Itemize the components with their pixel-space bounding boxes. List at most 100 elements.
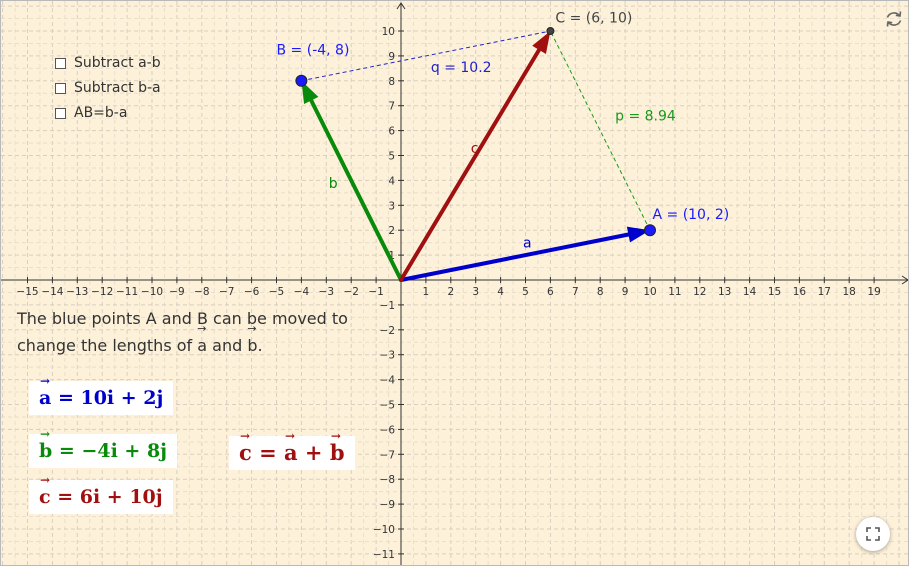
x-tick-label: −12 xyxy=(91,286,113,298)
x-tick-label: −10 xyxy=(141,286,163,298)
equation-a-rhs: = 10i + 2j xyxy=(57,387,164,409)
vector-b-symbol: → b xyxy=(247,322,258,355)
checkbox-ab-equals-b-minus-a[interactable]: AB=b-a xyxy=(55,105,127,121)
y-tick-label: 2 xyxy=(388,225,395,237)
x-tick-label: −8 xyxy=(194,286,209,298)
x-tick-label: 9 xyxy=(622,286,629,298)
x-tick-label: 6 xyxy=(547,286,554,298)
vector-b-label: b xyxy=(329,176,338,192)
segment-p-label: p = 8.94 xyxy=(615,109,676,125)
checkbox-subtract-a-b[interactable]: Subtract a-b xyxy=(55,55,161,71)
y-tick-label: 4 xyxy=(388,175,395,187)
y-tick-label: 6 xyxy=(388,126,395,138)
y-tick-label: −11 xyxy=(373,549,395,561)
equation-a: → a = 10i + 2j xyxy=(29,375,174,415)
x-tick-label: 14 xyxy=(743,286,757,298)
y-tick-label: −4 xyxy=(380,375,396,387)
x-tick-label: −4 xyxy=(294,286,310,298)
equation-c-rhs: = 6i + 10j xyxy=(57,486,163,508)
y-tick-label: −9 xyxy=(380,499,395,511)
x-tick-label: −13 xyxy=(66,286,88,298)
instruction-prefix: change the lengths of xyxy=(17,336,198,355)
checkbox-box[interactable] xyxy=(55,57,66,69)
refresh-icon xyxy=(886,11,902,27)
point-C-label: C = (6, 10) xyxy=(555,10,632,26)
vector-b[interactable] xyxy=(309,98,403,282)
y-tick-label: 7 xyxy=(388,101,395,113)
y-tick-label: 5 xyxy=(388,151,395,163)
x-axis-arrow xyxy=(901,275,908,285)
y-tick-label: 9 xyxy=(388,51,395,63)
x-tick-label: 8 xyxy=(597,286,604,298)
equation-c: → c = 6i + 10j xyxy=(29,474,173,514)
y-tick-label: 1 xyxy=(388,250,395,262)
y-axis-arrow xyxy=(396,2,406,10)
checkbox-label: AB=b-a xyxy=(74,105,128,121)
segment-p[interactable] xyxy=(549,30,651,231)
y-tick-label: 10 xyxy=(382,26,395,38)
vector-b-arrowhead xyxy=(301,80,319,105)
x-tick-label: −15 xyxy=(16,286,38,298)
y-tick-label: −10 xyxy=(373,524,395,536)
y-tick-label: −5 xyxy=(380,400,395,412)
y-tick-label: −3 xyxy=(380,350,395,362)
x-tick-label: 10 xyxy=(643,286,656,298)
refresh-button[interactable] xyxy=(884,9,904,29)
fullscreen-button[interactable] xyxy=(856,517,890,551)
equation-sum: → c = → a + → b xyxy=(229,430,355,470)
y-tick-label: 3 xyxy=(388,200,395,212)
y-tick-label: −6 xyxy=(380,424,396,436)
x-tick-label: −6 xyxy=(244,286,260,298)
x-tick-label: 5 xyxy=(522,286,529,298)
instruction-line-1: The blue points A and B can be moved to xyxy=(17,309,348,328)
equation-b: → b = −4i + 8j xyxy=(29,428,178,468)
point-C xyxy=(546,27,555,35)
point-B[interactable] xyxy=(295,74,308,87)
x-tick-label: 2 xyxy=(447,286,454,298)
x-tick-label: 16 xyxy=(793,286,807,298)
vector-c[interactable] xyxy=(399,47,542,282)
x-tick-label: 7 xyxy=(572,286,579,298)
point-B-label: B = (-4, 8) xyxy=(277,43,350,59)
x-tick-label: 1 xyxy=(423,286,430,298)
segment-q[interactable] xyxy=(301,30,551,82)
y-tick-label: −8 xyxy=(380,474,395,486)
y-tick-label: 8 xyxy=(388,76,395,88)
vector-a-label: a xyxy=(523,236,532,252)
x-tick-label: −5 xyxy=(269,286,284,298)
x-tick-label: 13 xyxy=(718,286,731,298)
y-tick-label: −1 xyxy=(380,300,395,312)
x-tick-label: −11 xyxy=(116,286,138,298)
x-tick-label: −14 xyxy=(41,286,63,298)
x-tick-label: 19 xyxy=(867,286,880,298)
instruction-text: The blue points A and B can be moved to … xyxy=(17,305,377,359)
x-tick-label: 12 xyxy=(693,286,706,298)
vector-a[interactable] xyxy=(399,232,631,282)
equation-b-rhs: = −4i + 8j xyxy=(58,440,168,462)
checkbox-label: Subtract a-b xyxy=(74,55,161,71)
x-tick-label: −7 xyxy=(219,286,234,298)
checkbox-subtract-b-a[interactable]: Subtract b-a xyxy=(55,80,161,96)
vector-a-symbol: → a xyxy=(197,322,208,355)
x-tick-label: 11 xyxy=(668,286,681,298)
checkbox-box[interactable] xyxy=(55,107,66,119)
checkbox-label: Subtract b-a xyxy=(74,80,161,96)
instruction-and: and xyxy=(207,336,248,355)
x-tick-label: −9 xyxy=(169,286,184,298)
vector-c-label: c xyxy=(471,141,479,157)
y-tick-label: −2 xyxy=(380,325,395,337)
x-tick-label: 4 xyxy=(497,286,504,298)
point-A[interactable] xyxy=(644,224,656,237)
x-tick-label: 3 xyxy=(472,286,479,298)
segment-q-label: q = 10.2 xyxy=(431,60,492,76)
x-tick-label: 18 xyxy=(843,286,856,298)
point-A-label: A = (10, 2) xyxy=(652,207,729,223)
x-tick-label: −2 xyxy=(343,286,358,298)
y-tick-label: −7 xyxy=(380,449,395,461)
x-tick-label: 17 xyxy=(818,286,831,298)
instruction-line-2: change the lengths of → a and → b. xyxy=(17,322,377,359)
checkbox-box[interactable] xyxy=(55,82,66,94)
fullscreen-icon xyxy=(866,527,880,541)
